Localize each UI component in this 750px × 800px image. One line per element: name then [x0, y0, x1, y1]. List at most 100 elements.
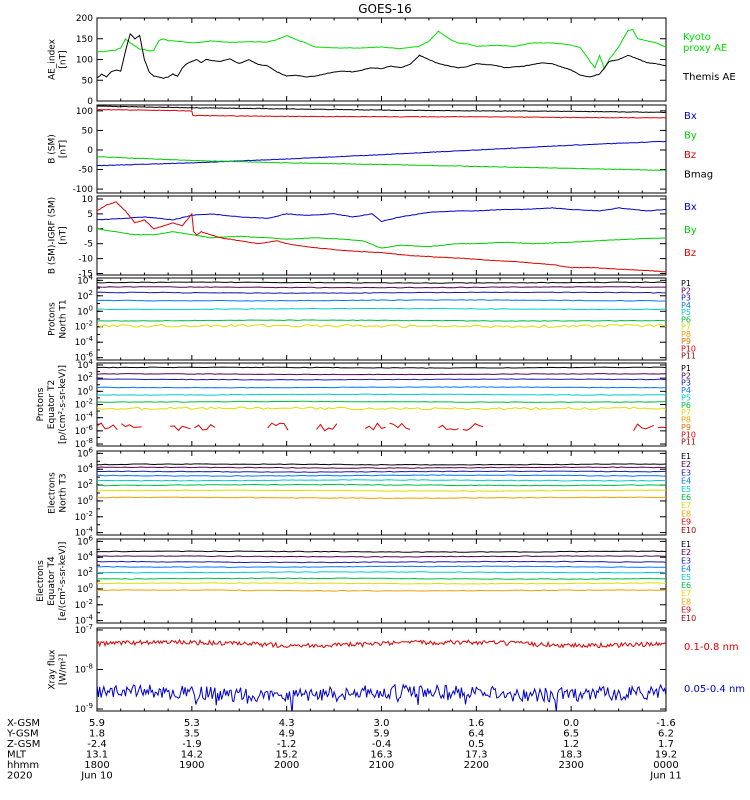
xray-line-1: [97, 638, 666, 649]
y-tick-exponent: 4: [89, 273, 94, 281]
ephemeris-value: 2000: [274, 760, 299, 771]
channel-label: P6: [681, 401, 691, 410]
y-tick-exponent: -6: [86, 424, 94, 432]
y-tick-label: 50: [82, 76, 94, 86]
channel-line-p2: [97, 286, 666, 289]
y-tick-exponent: 4: [89, 358, 94, 366]
channel-label: P4: [681, 386, 691, 395]
ephemeris-value: 0.5: [468, 739, 484, 750]
channel-label: E3: [681, 468, 691, 477]
series-line-by: [97, 156, 666, 171]
channel-line-e7: [97, 489, 666, 492]
y-tick-exponent: -4: [86, 526, 94, 534]
series-line-bx: [97, 140, 666, 167]
panel-3: 10 5 0 -5 -10 -15 B (SM)-IGRF (SM) [nT] Bx By Bz: [48, 195, 697, 280]
channel-line-e2: [97, 466, 666, 469]
channel-label: E2: [681, 460, 691, 469]
y-tick-label: 104: [77, 462, 93, 475]
ephemeris-value: -2.4: [87, 739, 107, 750]
ephemeris-value: 6.2: [658, 729, 674, 740]
ephemeris-value: 1.7: [658, 739, 674, 750]
channel-label: P9: [681, 423, 691, 432]
channel-line-p5: [97, 393, 666, 396]
channel-label: P10: [681, 430, 696, 439]
channel-line-p1: [97, 281, 666, 284]
series-label: 0.1-0.8 nm: [684, 642, 739, 653]
y-tick-label: 50: [82, 126, 94, 136]
panel-data: [97, 366, 666, 432]
channel-label: P10: [681, 344, 696, 353]
channel-label: P9: [681, 337, 691, 346]
y-tick-exponent: -2: [86, 598, 93, 606]
ephemeris-value: 5.9: [374, 729, 390, 740]
channel-line-e1: [97, 463, 666, 466]
y-axis-label: [W/m²]: [59, 654, 69, 685]
channel-line-p7: [97, 406, 666, 411]
ephemeris-row-label: 2020: [7, 771, 32, 782]
ephemeris-value: 1800: [84, 760, 109, 771]
panel-data: [97, 463, 666, 500]
channel-label: P1: [681, 279, 691, 288]
channel-line-p10: [97, 422, 666, 432]
series-line-bz: [97, 201, 666, 273]
panel-data: [97, 28, 666, 79]
ephemeris-value: -1.2: [277, 739, 297, 750]
channel-label: E5: [681, 485, 691, 494]
panel-frame: [96, 627, 667, 712]
series-label: Bx: [684, 202, 697, 213]
y-tick-exponent: 4: [89, 462, 94, 470]
panel-frame: [96, 450, 667, 536]
channel-label: P8: [681, 416, 691, 425]
y-axis-label: Protons: [36, 387, 46, 421]
ephemeris-value: 1.8: [89, 729, 105, 740]
channel-line-e7: [97, 582, 666, 585]
y-tick-exponent: 6: [89, 534, 94, 542]
panel-data: [97, 201, 666, 273]
y-tick-label: 100: [76, 56, 93, 66]
panel-data: [97, 105, 666, 171]
channel-line-e5: [97, 479, 666, 482]
y-axis-label: Electrons: [48, 472, 58, 514]
y-tick-label: -15: [78, 270, 93, 280]
channel-line-e4: [97, 565, 666, 568]
channel-label: P6: [681, 315, 691, 324]
y-tick-label: 0: [87, 97, 93, 107]
channel-line-p4: [97, 299, 666, 302]
channel-label: E8: [681, 509, 691, 518]
y-axis-label: North T3: [59, 473, 69, 512]
panel-2: 100 50 0 -50 -100 B (SM) [nT] Bx By Bz Bmag: [48, 104, 713, 195]
y-tick-label: 100: [76, 107, 93, 117]
channel-line-p4: [97, 386, 666, 389]
channel-label: P11: [681, 352, 696, 361]
series-label: Bmag: [684, 170, 713, 181]
y-tick-exponent: -8: [86, 437, 93, 445]
ephemeris-value: 2200: [464, 760, 489, 771]
y-tick-exponent: 6: [89, 446, 94, 454]
channel-line-p6: [97, 319, 666, 322]
y-tick-label: 100: [77, 494, 93, 507]
y-axis-label: [p/(cm²-s-sr-keV)]: [58, 365, 68, 444]
y-tick-label: 10-2: [75, 320, 93, 333]
channel-label: P8: [681, 330, 691, 339]
y-tick-exponent: 2: [89, 478, 93, 486]
y-tick-exponent: -6: [86, 351, 94, 359]
series-line-kyoto-proxy-ae: [97, 28, 666, 71]
y-tick-label: 100: [77, 384, 93, 397]
ephemeris-value: 6.4: [468, 729, 484, 740]
ephemeris-value: 1900: [179, 760, 204, 771]
y-axis-label: Xray flux: [48, 649, 58, 690]
channel-label: P4: [681, 301, 691, 310]
series-label: proxy AE: [683, 43, 727, 54]
y-tick-exponent: 2: [89, 566, 93, 574]
y-tick-exponent: -2: [86, 510, 93, 518]
y-tick-label: 10-4: [75, 335, 94, 348]
channel-label: P7: [681, 408, 691, 417]
ephemeris-row-label: Z-GSM: [7, 739, 40, 750]
y-tick-exponent: 0: [89, 582, 93, 590]
ephemeris-value: 16.3: [370, 750, 392, 761]
y-tick-label: 10-4: [75, 411, 94, 424]
panel-frame: [96, 104, 667, 194]
